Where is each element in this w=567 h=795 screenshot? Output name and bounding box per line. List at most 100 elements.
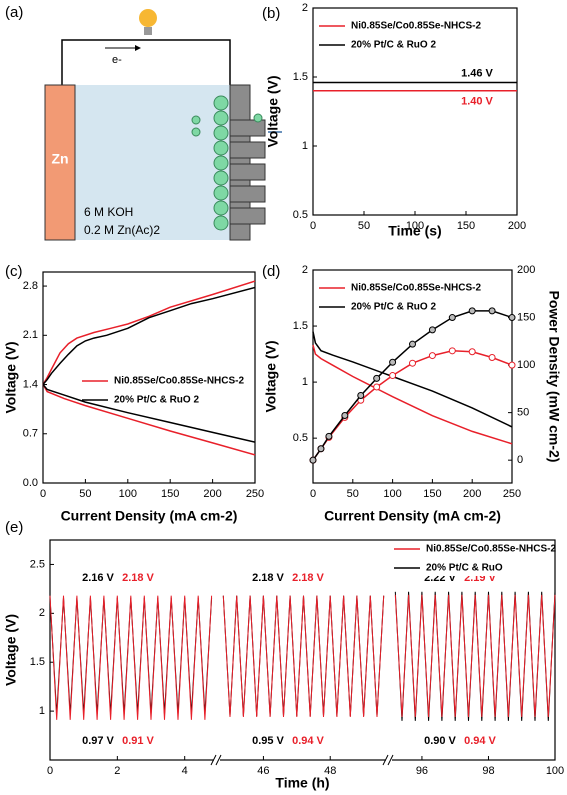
point bbox=[448, 314, 456, 322]
fins bbox=[229, 119, 266, 225]
point bbox=[428, 326, 436, 334]
panel-label: (c) bbox=[5, 263, 23, 280]
point bbox=[488, 353, 496, 361]
legend-label: 20% Pt/C & RuO 2 bbox=[114, 395, 199, 406]
legend-label: Ni0.85Se/Co0.85Se-NHCS-2 bbox=[351, 283, 481, 294]
data-line bbox=[49, 597, 213, 715]
point bbox=[373, 383, 381, 391]
y-tick-label: 0.5 bbox=[293, 432, 308, 444]
x-tick-label: 4 bbox=[182, 765, 188, 777]
x-tick-label: 50 bbox=[79, 488, 91, 500]
point bbox=[468, 348, 476, 356]
legend-bg bbox=[390, 542, 554, 576]
data-line bbox=[49, 595, 213, 720]
panel-label: (d) bbox=[262, 263, 280, 280]
y-axis-label: Voltage (V) bbox=[265, 75, 281, 147]
y2-tick-label: 200 bbox=[517, 264, 535, 276]
y-axis-label: Voltage (V) bbox=[3, 341, 19, 413]
x-tick-label: 48 bbox=[324, 765, 336, 777]
point bbox=[488, 307, 496, 315]
x-tick-label: 0 bbox=[310, 220, 316, 232]
x-tick-label: 150 bbox=[423, 488, 441, 500]
value-annotation: 0.94 V bbox=[292, 735, 324, 747]
electrolyte-label: 0.2 M Zn(Ac)2 bbox=[84, 223, 160, 237]
value-annotation: 1.40 V bbox=[461, 96, 493, 108]
point bbox=[309, 456, 317, 464]
x-tick-label: 100 bbox=[406, 220, 424, 232]
point bbox=[409, 359, 416, 367]
arrow-head bbox=[135, 45, 141, 51]
x-tick-label: 250 bbox=[503, 488, 521, 500]
point bbox=[468, 307, 476, 315]
value-annotation: 0.95 V bbox=[252, 735, 284, 747]
electrolyte-label: 6 M KOH bbox=[84, 205, 133, 219]
y-tick-label: 0.0 bbox=[23, 477, 38, 489]
y-tick-label: 1 bbox=[39, 705, 45, 717]
axis-break bbox=[214, 757, 220, 763]
y-axis-label: Voltage (V) bbox=[263, 340, 279, 412]
legend-label: Ni0.85Se/Co0.85Se-NHCS-2 bbox=[351, 21, 481, 32]
data-line bbox=[394, 594, 556, 718]
y-tick-label: 1.5 bbox=[30, 656, 45, 668]
x-tick-label: 100 bbox=[383, 488, 401, 500]
value-annotation: 1.46 V bbox=[461, 67, 493, 79]
y-tick-label: 1.5 bbox=[293, 320, 308, 332]
y2-tick-label: 0 bbox=[517, 454, 523, 466]
x-tick-label: 96 bbox=[416, 765, 428, 777]
x-axis-label: Current Density (mA cm-2) bbox=[61, 508, 238, 524]
x-tick-label: 150 bbox=[161, 488, 179, 500]
zn-electrode bbox=[44, 84, 76, 241]
point bbox=[317, 445, 325, 453]
anode-label: Zn bbox=[51, 151, 68, 167]
y2-tick-label: 50 bbox=[517, 407, 529, 419]
y-tick-label: 2.5 bbox=[30, 558, 45, 570]
value-annotation: 2.18 V bbox=[252, 572, 284, 584]
axis-break-mark bbox=[210, 754, 222, 766]
value-annotation: 0.94 V bbox=[464, 735, 496, 747]
data-line bbox=[312, 310, 513, 461]
axis-break bbox=[386, 757, 392, 763]
point bbox=[508, 361, 516, 369]
x-tick-label: 46 bbox=[257, 765, 269, 777]
x-tick-label: 50 bbox=[347, 488, 359, 500]
point bbox=[389, 372, 397, 380]
schematic: (a) e- Zn 6 M KOH 0.2 M Zn(Ac)2 bbox=[5, 4, 282, 241]
x-axis-label: Time (s) bbox=[388, 223, 441, 239]
x-tick-label: 2 bbox=[114, 765, 120, 777]
legend-label: Ni0.85Se/Co0.85Se-NHCS-2 bbox=[426, 544, 556, 555]
value-annotation: 2.18 V bbox=[292, 572, 324, 584]
value-annotation: 0.90 V bbox=[424, 735, 456, 747]
panel-label: (e) bbox=[5, 519, 23, 536]
y-tick-label: 2 bbox=[302, 2, 308, 14]
data-line bbox=[42, 286, 256, 443]
legend-label: 20% Pt/C & RuO 2 bbox=[351, 40, 436, 51]
x-tick-label: 250 bbox=[246, 488, 264, 500]
x-axis-label: Current Density (mA cm-2) bbox=[324, 508, 501, 524]
panel-label: (b) bbox=[262, 5, 280, 22]
panel-label: (a) bbox=[5, 4, 23, 21]
y-tick-label: 1 bbox=[302, 376, 308, 388]
electron-label: e- bbox=[112, 54, 122, 66]
x-tick-label: 98 bbox=[482, 765, 494, 777]
legend-label: 20% Pt/C & RuO bbox=[426, 563, 503, 574]
x-tick-label: 100 bbox=[546, 765, 564, 777]
electrolyte bbox=[75, 85, 235, 240]
y-tick-label: 1.4 bbox=[23, 378, 38, 390]
y-tick-label: 2.1 bbox=[23, 329, 38, 341]
x-tick-label: 50 bbox=[358, 220, 370, 232]
y-tick-label: 0.5 bbox=[293, 209, 308, 221]
data-line bbox=[312, 331, 513, 428]
x-tick-label: 200 bbox=[508, 220, 526, 232]
x-tick-label: 200 bbox=[463, 488, 481, 500]
y-tick-label: 0.7 bbox=[23, 428, 38, 440]
y-axis-label: Voltage (V) bbox=[3, 614, 19, 686]
point bbox=[357, 392, 365, 400]
data-line bbox=[42, 280, 256, 456]
legend-label: Ni0.85Se/Co0.85Se-NHCS-2 bbox=[114, 376, 244, 387]
point bbox=[325, 432, 333, 440]
plot-frame bbox=[49, 539, 556, 761]
data-line bbox=[222, 595, 385, 717]
axis-break-mark bbox=[382, 754, 394, 766]
y2-tick-label: 100 bbox=[517, 359, 535, 371]
